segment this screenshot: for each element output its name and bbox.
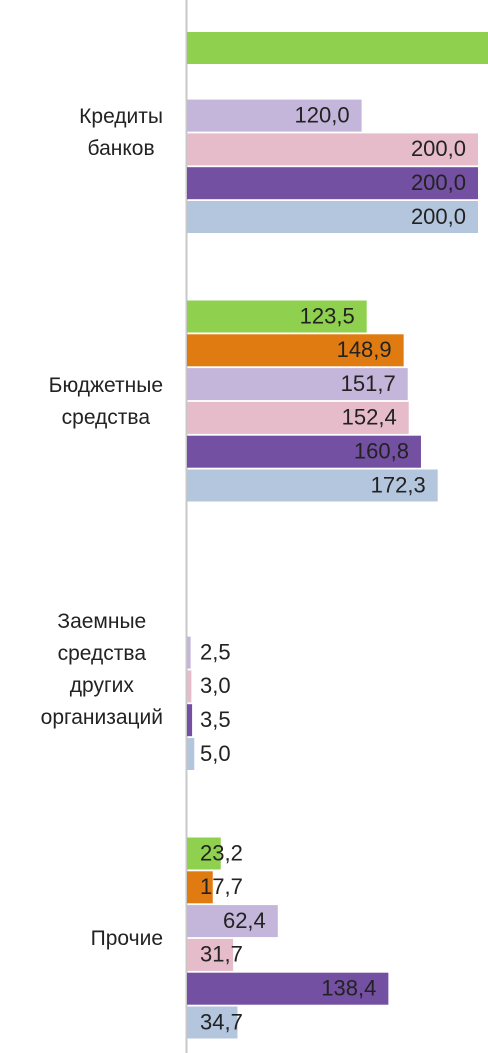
- category-label: Кредиты банков: [79, 105, 163, 161]
- bar: [187, 401, 409, 434]
- bar: [187, 905, 278, 938]
- bar: [187, 704, 193, 737]
- value-label: 120,0: [295, 102, 350, 127]
- bar: [187, 871, 213, 904]
- value-label: 172,3: [371, 472, 426, 497]
- bar: [187, 837, 221, 870]
- value-label: 151,7: [341, 371, 396, 396]
- bar: [187, 670, 192, 703]
- category-label: Заемные средства других организаций: [40, 610, 164, 730]
- bar: [187, 334, 404, 367]
- bar: [187, 368, 408, 401]
- bar: [187, 469, 438, 502]
- value-label: 31,7: [200, 942, 243, 967]
- value-label: 160,8: [354, 439, 409, 464]
- value-label: 17,7: [200, 874, 243, 899]
- bar: [187, 167, 478, 200]
- value-label: 138,4: [321, 976, 376, 1001]
- value-label: 200,0: [411, 170, 466, 195]
- category-label: Прочие: [90, 926, 163, 950]
- value-label: 200,0: [411, 204, 466, 229]
- value-label: 148,9: [337, 337, 392, 362]
- value-label: 3,0: [200, 673, 231, 698]
- value-label: 123,5: [300, 303, 355, 328]
- category-label: Бюджетные средства: [48, 373, 163, 429]
- value-label: 200,0: [411, 136, 466, 161]
- value-label: 152,4: [342, 405, 397, 430]
- bar: [187, 300, 367, 333]
- bar: [187, 201, 478, 233]
- value-label: 5,0: [200, 741, 231, 766]
- value-label: 34,7: [200, 1009, 243, 1034]
- bar: [187, 32, 488, 64]
- bar: [187, 1006, 238, 1039]
- bar: [187, 972, 389, 1005]
- value-label: 23,2: [200, 840, 243, 865]
- value-label: 2,5: [200, 639, 231, 664]
- value-label: 62,4: [223, 908, 266, 933]
- bar: [187, 938, 234, 971]
- bar: [187, 133, 478, 166]
- bar: [187, 99, 362, 132]
- bar: [187, 738, 195, 770]
- value-label: 3,5: [200, 707, 231, 732]
- bar: [187, 636, 191, 669]
- bar: [187, 435, 421, 468]
